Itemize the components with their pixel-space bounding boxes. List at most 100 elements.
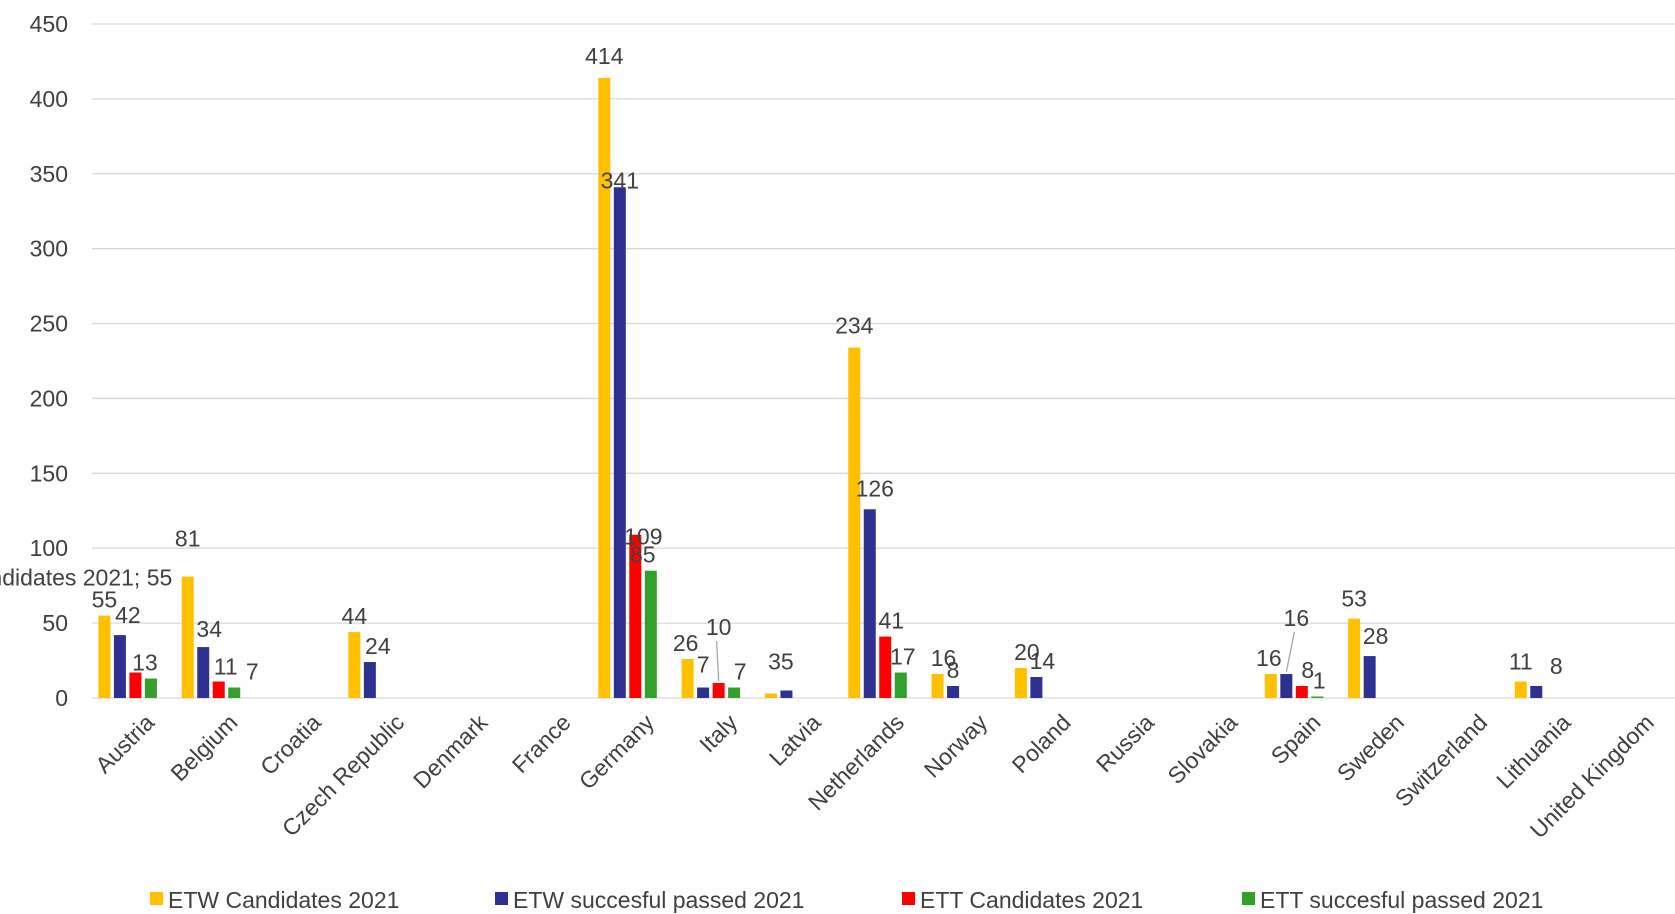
data-label: 7 bbox=[697, 652, 710, 678]
bar bbox=[598, 77, 611, 699]
y-tick-label: 50 bbox=[42, 610, 68, 636]
data-label: 34 bbox=[196, 616, 222, 642]
y-tick-label: 100 bbox=[30, 535, 68, 561]
x-category-label: Spain bbox=[1266, 709, 1326, 769]
leader-lines bbox=[715, 631, 1295, 682]
x-category-label: Italy bbox=[694, 709, 743, 758]
data-label: 109 bbox=[624, 524, 662, 550]
legend-label: ETT succesful passed 2021 bbox=[1260, 887, 1543, 913]
bar bbox=[1264, 674, 1277, 698]
bar bbox=[144, 678, 157, 698]
data-label: 11 bbox=[214, 654, 238, 680]
bars bbox=[98, 77, 1543, 699]
data-label: 28 bbox=[1363, 623, 1389, 649]
y-tick-label: 0 bbox=[55, 685, 68, 711]
bar bbox=[697, 687, 710, 698]
gridlines bbox=[92, 23, 1675, 699]
x-category-label: Sweden bbox=[1332, 709, 1409, 786]
bar bbox=[113, 635, 126, 698]
bar bbox=[1280, 674, 1293, 698]
y-tick-label: 150 bbox=[30, 460, 68, 486]
x-category-label: Lithuania bbox=[1491, 709, 1576, 794]
x-category-label: Russia bbox=[1091, 709, 1159, 777]
x-category-label: Norway bbox=[919, 709, 993, 783]
bar bbox=[197, 647, 210, 698]
bar bbox=[98, 615, 111, 698]
data-label: 414 bbox=[585, 43, 624, 69]
data-label: 7 bbox=[246, 659, 259, 685]
bar bbox=[894, 672, 907, 698]
bar bbox=[728, 687, 741, 698]
bar bbox=[1363, 656, 1376, 698]
y-tick-label: 300 bbox=[30, 236, 68, 262]
bar bbox=[1348, 618, 1361, 698]
data-label: 234 bbox=[835, 313, 874, 339]
bar bbox=[879, 636, 892, 698]
leader-line bbox=[1285, 631, 1295, 673]
bar bbox=[863, 509, 876, 698]
y-axis-ticks: 0 50 100 150 200 250 300 350 400 450 bbox=[30, 11, 68, 711]
bar bbox=[228, 687, 241, 698]
y-tick-label: 250 bbox=[30, 311, 68, 337]
data-label: 126 bbox=[856, 475, 894, 501]
x-category-label: Germany bbox=[574, 709, 660, 795]
data-label: 26 bbox=[673, 630, 699, 656]
data-label: 16 bbox=[1256, 645, 1282, 671]
data-label: 8 bbox=[1301, 657, 1314, 683]
legend-swatch bbox=[1242, 892, 1255, 905]
data-label: 341 bbox=[601, 167, 639, 193]
data-label: ETW Candidates 2021; 55 bbox=[0, 565, 172, 591]
x-category-label: Denmark bbox=[408, 709, 493, 794]
data-label: 35 bbox=[768, 649, 794, 675]
bar bbox=[644, 570, 657, 698]
data-label: 7 bbox=[734, 659, 747, 685]
legend-label: ETT Candidates 2021 bbox=[920, 887, 1143, 913]
data-label: 14 bbox=[1030, 648, 1056, 674]
data-label: 55 bbox=[92, 587, 118, 613]
x-category-label: Austria bbox=[90, 709, 159, 778]
bar bbox=[212, 681, 225, 698]
data-label: 8 bbox=[947, 657, 960, 683]
x-category-label: Belgium bbox=[165, 709, 242, 786]
bar bbox=[1311, 696, 1324, 698]
bar bbox=[1514, 681, 1527, 698]
legend-swatch bbox=[902, 892, 915, 905]
data-label: 24 bbox=[365, 633, 391, 659]
bar bbox=[681, 659, 694, 698]
x-category-label: Croatia bbox=[255, 709, 326, 780]
bar bbox=[848, 347, 861, 698]
data-label: 10 bbox=[706, 614, 732, 640]
leader-line bbox=[715, 640, 720, 682]
bar bbox=[931, 674, 944, 698]
data-label: 20 bbox=[1014, 639, 1040, 665]
bar bbox=[348, 632, 361, 698]
data-label: 44 bbox=[342, 603, 368, 629]
legend-label: ETW succesful passed 2021 bbox=[513, 887, 804, 913]
data-label: 16 bbox=[1284, 605, 1310, 631]
y-tick-label: 200 bbox=[30, 385, 68, 411]
bar bbox=[629, 534, 642, 698]
data-label: 8 bbox=[1550, 653, 1563, 679]
data-label: 16 bbox=[931, 645, 957, 671]
bar bbox=[129, 672, 142, 698]
data-label: 11 bbox=[1509, 649, 1533, 675]
data-label: 85 bbox=[630, 542, 656, 568]
data-label: 53 bbox=[1341, 586, 1367, 612]
bar bbox=[363, 662, 376, 698]
data-label: 13 bbox=[132, 650, 158, 676]
x-category-label: Slovakia bbox=[1162, 709, 1242, 789]
y-tick-label: 400 bbox=[30, 86, 68, 112]
bar bbox=[1295, 686, 1308, 698]
bar bbox=[947, 686, 960, 698]
data-label: 42 bbox=[115, 602, 141, 628]
y-tick-label: 350 bbox=[30, 161, 68, 187]
bar bbox=[1030, 677, 1043, 698]
data-label: 41 bbox=[878, 608, 904, 634]
legend-item: ETT succesful passed 2021 bbox=[1242, 887, 1543, 913]
legend-swatch bbox=[495, 892, 508, 905]
legend-label: ETW Candidates 2021 bbox=[168, 887, 399, 913]
data-labels: 55ETW Candidates 2021; 55421381341174424… bbox=[0, 43, 1563, 694]
data-label: 17 bbox=[890, 644, 916, 670]
